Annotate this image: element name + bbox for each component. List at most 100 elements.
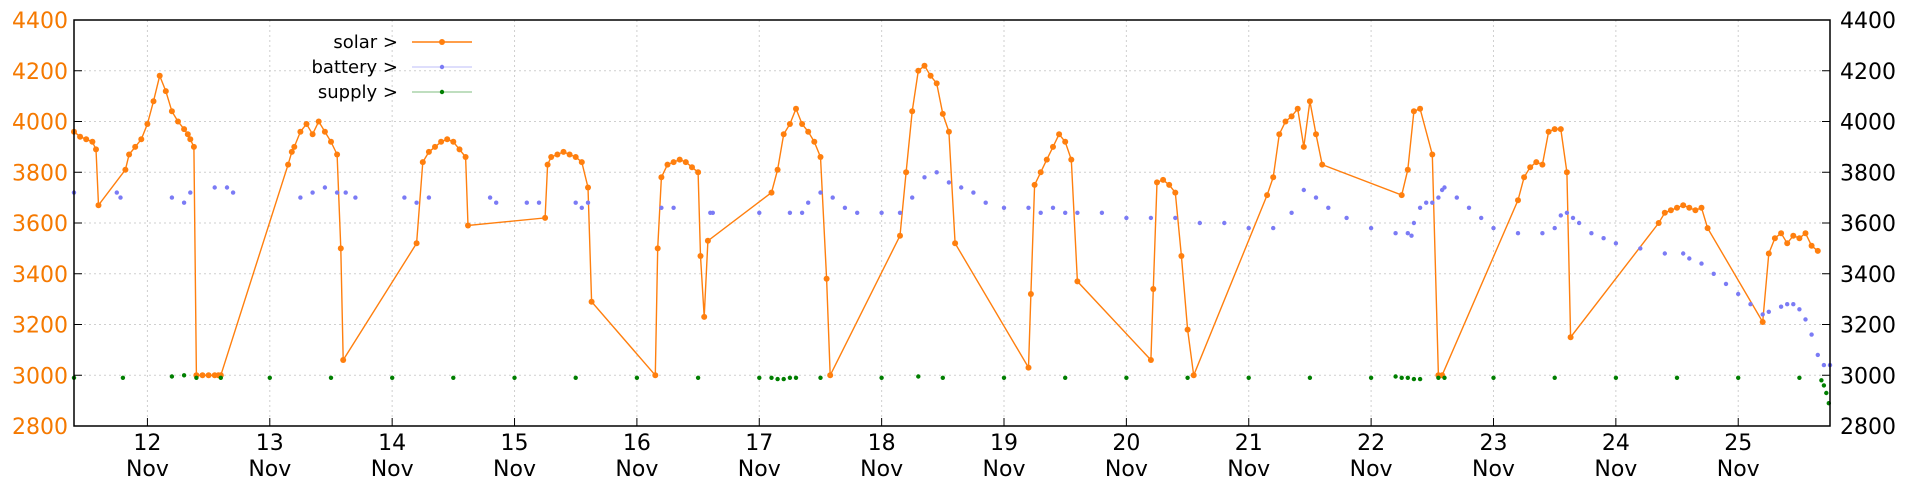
y-tick-label-right: 4200: [1840, 60, 1896, 85]
data-point: [787, 210, 793, 215]
data-point: [1802, 230, 1809, 237]
data-point: [122, 166, 129, 173]
data-point: [573, 200, 578, 205]
y-tick-label-right: 3400: [1840, 263, 1896, 288]
data-point: [1124, 375, 1129, 380]
x-tick-day-label: 20: [1112, 431, 1140, 456]
series-0: [71, 62, 1821, 379]
data-point: [1288, 113, 1295, 120]
data-point: [150, 98, 157, 105]
data-point: [787, 375, 793, 380]
y-tick-label-right: 3200: [1840, 314, 1896, 339]
y-tick-label-left: 3400: [12, 263, 68, 288]
data-point: [1031, 181, 1038, 188]
legend-item: supply >: [318, 82, 472, 103]
legend-item: battery >: [311, 57, 472, 78]
data-point: [1409, 233, 1414, 238]
data-point: [426, 195, 432, 200]
data-point: [654, 245, 661, 252]
data-point: [1748, 302, 1753, 307]
y-tick-label-right: 3800: [1840, 161, 1896, 186]
data-point: [190, 143, 197, 150]
data-point: [1442, 375, 1447, 380]
data-point: [512, 375, 517, 380]
data-point: [903, 169, 910, 176]
data-point: [288, 148, 295, 155]
legend-item: solar >: [333, 32, 472, 53]
data-point: [212, 185, 217, 190]
data-point: [579, 205, 584, 210]
data-point: [1601, 236, 1606, 241]
data-point: [588, 298, 595, 305]
data-point: [334, 151, 341, 158]
data-point: [769, 375, 774, 380]
data-point: [1246, 375, 1251, 380]
data-point: [1068, 156, 1075, 163]
data-point: [1405, 375, 1411, 380]
plot-frame: [73, 19, 1831, 427]
data-point: [572, 154, 579, 160]
data-point: [1491, 375, 1496, 380]
data-point: [1411, 376, 1417, 382]
data-point: [1454, 195, 1460, 200]
data-point: [524, 200, 529, 205]
data-point: [915, 67, 922, 74]
y-tick-label-right: 3600: [1840, 212, 1896, 237]
data-point: [659, 205, 664, 210]
data-point: [402, 195, 407, 200]
x-tick-day-label: 12: [133, 431, 161, 456]
data-point: [1521, 174, 1528, 181]
data-point: [1282, 118, 1289, 125]
x-tick-month-label: Nov: [493, 457, 536, 480]
y-tick-label-left: 4400: [12, 9, 68, 34]
data-point: [1405, 231, 1411, 236]
data-point: [670, 159, 677, 166]
data-point: [811, 138, 818, 145]
data-point: [93, 146, 99, 153]
data-point: [1819, 378, 1824, 383]
legend-swatch-point: [439, 64, 445, 70]
data-point: [456, 146, 463, 153]
data-point: [309, 131, 316, 138]
y-tick-label-left: 3800: [12, 161, 68, 186]
data-point: [1564, 210, 1570, 215]
x-tick-month-label: Nov: [1472, 457, 1515, 480]
data-point: [1570, 215, 1576, 221]
data-point: [1771, 235, 1778, 242]
data-point: [1062, 138, 1069, 145]
data-point: [689, 164, 695, 171]
data-point: [879, 210, 884, 215]
data-point: [1313, 195, 1319, 200]
data-point: [1552, 375, 1557, 380]
data-point: [780, 131, 787, 138]
data-point: [1613, 241, 1619, 246]
data-point: [775, 376, 780, 382]
data-point: [1307, 375, 1313, 380]
data-point: [438, 138, 445, 145]
data-point: [432, 143, 438, 150]
data-point: [909, 108, 916, 115]
data-point: [1124, 215, 1129, 221]
data-point: [1699, 261, 1704, 266]
data-point: [536, 200, 542, 205]
data-point: [879, 375, 884, 380]
data-point: [554, 151, 561, 158]
data-point: [818, 190, 823, 195]
x-tick-day-label: 15: [501, 431, 529, 456]
data-point: [1589, 231, 1594, 236]
data-point: [1552, 225, 1557, 231]
data-point: [1184, 326, 1191, 333]
data-point: [1711, 271, 1716, 276]
data-point: [1551, 126, 1558, 133]
data-point: [1824, 390, 1829, 396]
data-point: [1185, 375, 1190, 380]
x-tick-day-label: 16: [623, 431, 651, 456]
data-point: [1001, 375, 1007, 380]
data-point: [321, 128, 328, 135]
data-point: [89, 138, 96, 145]
data-point: [285, 161, 292, 168]
data-point: [897, 210, 903, 215]
data-point: [806, 200, 811, 205]
x-tick-month-label: Nov: [248, 457, 291, 480]
data-point: [1655, 220, 1662, 226]
